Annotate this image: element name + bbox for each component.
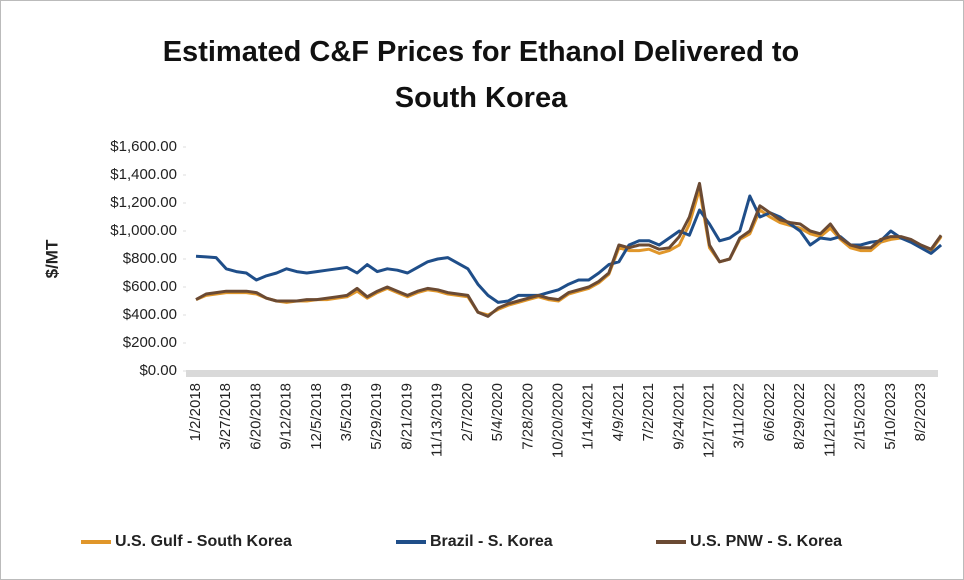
- legend-label: U.S. PNW - S. Korea: [690, 533, 842, 550]
- series-line: [195, 181, 943, 318]
- series-line: [195, 194, 943, 304]
- x-tick-label: 2/15/2023: [852, 383, 869, 450]
- x-tick-label: 6/6/2022: [761, 383, 778, 441]
- legend-label: Brazil - S. Korea: [430, 533, 553, 550]
- x-tick-label: 9/12/2018: [278, 383, 295, 450]
- y-tick-label: $600.00: [123, 278, 177, 295]
- y-tick-label: $1,400.00: [110, 166, 177, 183]
- x-tick-label: 5/10/2023: [882, 383, 899, 450]
- series-line: [195, 187, 943, 317]
- x-tick-label: 6/20/2018: [247, 383, 264, 450]
- x-tick-label: 3/11/2022: [731, 383, 748, 449]
- x-tick-label: 7/2/2021: [640, 383, 657, 441]
- x-tick-label: 1/14/2021: [580, 383, 597, 450]
- legend-label: U.S. Gulf - South Korea: [115, 533, 292, 550]
- x-tick-label: 5/29/2019: [368, 383, 385, 450]
- x-tick-label: 5/4/2020: [489, 383, 506, 441]
- y-tick-label: $1,200.00: [110, 194, 177, 211]
- y-tick-label: $800.00: [123, 250, 177, 267]
- x-tick-label: 8/21/2019: [398, 383, 415, 450]
- x-tick-label: 12/5/2018: [308, 383, 325, 450]
- y-tick-label: $400.00: [123, 306, 177, 323]
- x-tick-label: 1/2/2018: [187, 383, 204, 441]
- chart-title: Estimated C&F Prices for Ethanol Deliver…: [162, 36, 800, 114]
- x-axis: [186, 370, 938, 377]
- x-tick-label: 10/20/2020: [549, 383, 566, 458]
- y-tick-label: $200.00: [123, 334, 177, 351]
- x-tick-label: 3/5/2019: [338, 383, 355, 441]
- x-tick-label: 4/9/2021: [610, 383, 627, 441]
- x-tick-label: 11/21/2022: [821, 383, 838, 457]
- x-tick-label: 9/24/2021: [670, 383, 687, 450]
- x-tick-label: 7/28/2020: [519, 383, 536, 450]
- y-tick-label: $0.00: [139, 362, 177, 379]
- x-tick-label: 2/7/2020: [459, 383, 476, 441]
- x-tick-label: 11/13/2019: [429, 383, 446, 457]
- y-tick-label: $1,000.00: [110, 222, 177, 239]
- x-tick-label: 3/27/2018: [217, 383, 234, 450]
- y-axis-label: $/MT: [42, 239, 61, 278]
- y-tick-label: $1,600.00: [110, 138, 177, 155]
- x-tick-label: 12/17/2021: [701, 383, 718, 458]
- x-tick-label: 8/29/2022: [791, 383, 808, 450]
- x-tick-label: 8/2/2023: [912, 383, 929, 441]
